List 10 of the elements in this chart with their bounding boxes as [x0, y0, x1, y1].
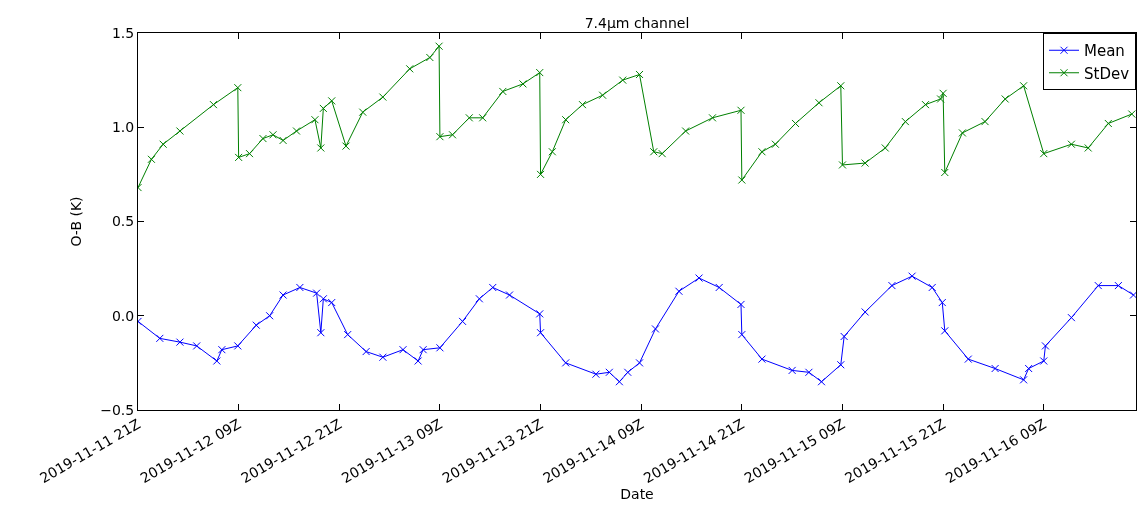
y-tick-label: 0.0: [111, 307, 135, 324]
y-tick-label: 1.0: [111, 119, 135, 136]
chart-title: 7.4μm channel: [584, 14, 690, 31]
y-tick-label: 1.5: [111, 24, 135, 41]
y-tick-label: 0.5: [111, 213, 135, 230]
y-tick-label: −0.5: [100, 401, 135, 418]
x-axis-title: Date: [620, 486, 654, 503]
y-axis-title: O-B (K): [67, 196, 84, 247]
legend-label: Mean: [1084, 42, 1125, 61]
legend-label: StDev: [1084, 64, 1130, 83]
